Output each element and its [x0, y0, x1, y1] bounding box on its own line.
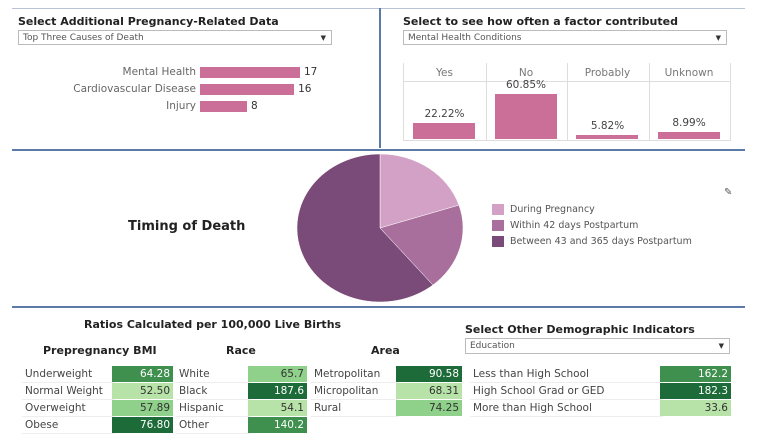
factor-column-header: Probably — [584, 67, 631, 79]
pie-slice[interactable] — [296, 153, 434, 303]
area-row-value[interactable]: 90.58 — [396, 366, 462, 382]
cause-label: Cardiovascular Disease — [73, 83, 196, 95]
race-row-label: Other — [176, 417, 251, 434]
area-row-label: Micropolitan — [311, 383, 399, 400]
causes-dropdown[interactable]: Top Three Causes of Death ▼ — [18, 30, 332, 45]
factor-value: 8.99% — [672, 117, 706, 130]
legend-swatch[interactable] — [492, 204, 504, 215]
other-row-value[interactable]: 33.6 — [660, 400, 731, 416]
legend-label: Between 43 and 365 days Postpartum — [510, 236, 692, 247]
factor-title: Select to see how often a factor contrib… — [403, 15, 678, 28]
pie-slice[interactable] — [379, 153, 460, 229]
cause-value: 16 — [298, 83, 312, 95]
factor-bar[interactable] — [657, 132, 720, 139]
legend-label: Within 42 days Postpartum — [510, 220, 639, 231]
dropdown-arrow-icon: ▼ — [718, 342, 724, 350]
cause-label: Mental Health — [122, 66, 196, 78]
area-title: Area — [371, 344, 400, 357]
ratios-title: Ratios Calculated per 100,000 Live Birth… — [84, 318, 342, 331]
timing-pie — [296, 153, 464, 303]
factor-bar[interactable] — [494, 94, 557, 139]
factor-bar[interactable] — [413, 122, 475, 139]
legend-swatch[interactable] — [492, 236, 504, 247]
bmi-title: Prepregnancy BMI — [43, 344, 157, 357]
other-dropdown-value: Education — [470, 341, 515, 351]
bmi-row-value[interactable]: 76.80 — [112, 417, 173, 433]
factor-column-header: Yes — [436, 67, 453, 79]
race-row-value[interactable]: 65.7 — [248, 366, 307, 382]
factor-value: 5.82% — [590, 119, 625, 132]
area-row-value[interactable]: 68.31 — [396, 383, 462, 399]
factor-column — [567, 63, 649, 140]
legend-label: During Pregnancy — [510, 204, 595, 215]
cause-bar[interactable] — [200, 84, 295, 95]
pie-slice[interactable] — [379, 204, 464, 286]
factor-bar[interactable] — [576, 134, 638, 139]
factor-dropdown-value: Mental Health Conditions — [408, 33, 522, 43]
bmi-row-value[interactable]: 57.89 — [112, 400, 173, 416]
factor-value: 60.85% — [505, 79, 547, 91]
factor-value: 22.22% — [424, 107, 465, 120]
other-row-label: High School Grad or GED — [470, 383, 663, 400]
area-row-label: Rural — [311, 400, 399, 417]
bmi-row-value[interactable]: 52.50 — [112, 383, 173, 399]
race-title: Race — [226, 344, 256, 357]
bmi-row-label: Obese — [22, 417, 115, 434]
bmi-row-label: Normal Weight — [22, 383, 115, 400]
vertical-divider — [379, 8, 381, 148]
top-border — [12, 8, 745, 9]
other-dropdown[interactable]: Education ▼ — [465, 338, 730, 354]
other-row-label: Less than High School — [470, 366, 663, 383]
factor-column — [648, 63, 731, 140]
race-row-label: Black — [176, 383, 251, 400]
other-row-value[interactable]: 162.2 — [660, 366, 731, 382]
cause-bar[interactable] — [200, 67, 300, 78]
race-row-value[interactable]: 54.1 — [248, 400, 307, 416]
factor-column — [485, 63, 568, 140]
factor-column-header: No — [518, 67, 534, 79]
other-title: Select Other Demographic Indicators — [465, 323, 695, 336]
bmi-row-value[interactable]: 64.28 — [112, 366, 173, 382]
factor-dropdown[interactable]: Mental Health Conditions ▼ — [403, 30, 727, 45]
cause-value: 17 — [304, 66, 318, 78]
causes-title: Select Additional Pregnancy-Related Data — [18, 15, 279, 28]
dropdown-arrow-icon: ▼ — [715, 34, 721, 42]
dropdown-arrow-icon: ▼ — [320, 34, 326, 42]
bmi-row-label: Underweight — [22, 366, 115, 383]
race-row-label: Hispanic — [176, 400, 251, 417]
timing-title: Timing of Death — [128, 219, 246, 234]
divider-2 — [12, 306, 745, 308]
cause-bar[interactable] — [200, 101, 248, 112]
race-row-label: White — [176, 366, 251, 383]
causes-dropdown-value: Top Three Causes of Death — [23, 33, 144, 43]
edit-pencil-icon[interactable]: ✎ — [724, 187, 733, 198]
area-row-value[interactable]: 74.25 — [396, 400, 462, 416]
other-row-label: More than High School — [470, 400, 663, 417]
legend-swatch[interactable] — [492, 220, 504, 231]
other-row-value[interactable]: 182.3 — [660, 383, 731, 399]
area-row-label: Metropolitan — [311, 366, 399, 383]
factor-column-header: Unknown — [664, 67, 714, 79]
cause-label: Injury — [166, 100, 196, 112]
race-row-value[interactable]: 187.6 — [248, 383, 307, 399]
race-row-value[interactable]: 140.2 — [248, 417, 307, 433]
bmi-row-label: Overweight — [22, 400, 115, 417]
cause-value: 8 — [251, 100, 258, 112]
divider-1 — [12, 149, 745, 151]
